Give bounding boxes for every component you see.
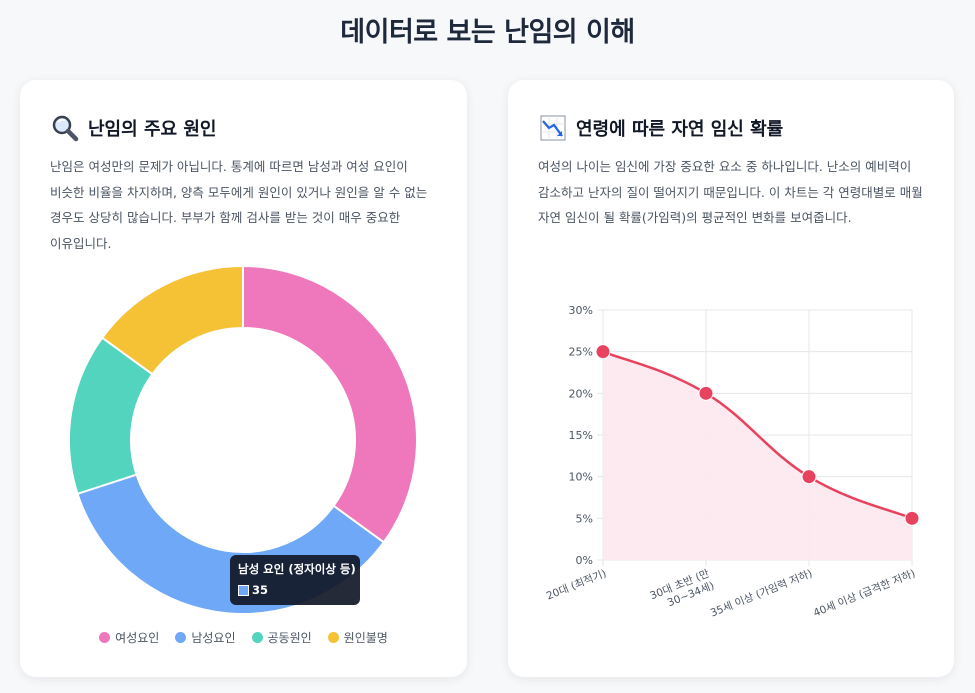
legend-label: 원인불명 bbox=[343, 631, 388, 645]
chart-decreasing-icon bbox=[540, 115, 566, 141]
legend-swatch bbox=[99, 632, 111, 643]
legend-item-4[interactable]: 원인불명 bbox=[327, 629, 388, 646]
fertility-card: 연령에 따른 자연 임신 확률 여성의 나이는 임신에 가장 중요한 요소 중 … bbox=[508, 80, 954, 677]
y-tick-label: 10% bbox=[569, 471, 593, 484]
page-title: 데이터로 보는 난임의 이해 bbox=[340, 17, 635, 48]
x-tick-label-line: 35세 이상 (가임력 저하) bbox=[708, 567, 814, 620]
causes-card-description: 난임은 여성만의 문제가 아닙니다. 통계에 따르면 남성과 여성 요인이 비슷… bbox=[50, 159, 428, 251]
donut-legend: 여성요인 남성요인 공동원인 원인불명 bbox=[20, 629, 467, 646]
legend-swatch bbox=[175, 632, 187, 643]
y-tick-label: 5% bbox=[576, 512, 593, 525]
legend-label: 공동원인 bbox=[267, 631, 312, 645]
legend-item-2[interactable]: 남성요인 bbox=[175, 629, 236, 646]
fertility-card-header: 연령에 따른 자연 임신 확률 bbox=[538, 113, 783, 143]
y-tick-label: 0% bbox=[576, 554, 593, 567]
x-tick-label-line: 40세 이상 (급격한 저하) bbox=[811, 567, 917, 620]
donut-slice-4[interactable] bbox=[100, 264, 244, 376]
data-point-3[interactable] bbox=[801, 469, 817, 485]
donut-slice-1[interactable] bbox=[242, 264, 418, 544]
magnifier-icon bbox=[52, 115, 79, 142]
x-tick-label: 35세 이상 (가임력 저하) bbox=[708, 567, 814, 620]
series-line[interactable] bbox=[602, 350, 913, 520]
fertility-card-description: 여성의 나이는 임신에 가장 중요한 요소 중 하나입니다. 난소의 예비력이 … bbox=[538, 159, 923, 225]
legend-item-3[interactable]: 공동원인 bbox=[251, 629, 312, 646]
y-tick-label: 20% bbox=[569, 387, 593, 400]
causes-card-header: 난임의 주요 원인 bbox=[50, 113, 216, 143]
y-tick-label: 30% bbox=[569, 304, 593, 317]
x-tick-label: 40세 이상 (급격한 저하) bbox=[811, 567, 917, 620]
tooltip-title: 남성 요인 (정자이상 등) bbox=[238, 562, 356, 576]
x-tick-label: 30대 초반 (만30~34세) bbox=[648, 568, 716, 615]
legend-swatch bbox=[251, 632, 263, 643]
causes-card-title: 난임의 주요 원인 bbox=[88, 119, 217, 140]
x-tick-label: 20대 (최적기) bbox=[545, 568, 608, 603]
area-fill bbox=[603, 351, 912, 560]
legend-label: 여성요인 bbox=[115, 631, 160, 645]
chart-tooltip: 남성 요인 (정자이상 등) 35 bbox=[230, 555, 360, 605]
y-tick-label: 15% bbox=[569, 429, 593, 442]
fertility-card-title: 연령에 따른 자연 임신 확률 bbox=[576, 119, 784, 140]
data-point-2[interactable] bbox=[698, 385, 714, 401]
data-point-1[interactable] bbox=[595, 344, 611, 360]
fertility-line-chart[interactable]: 0% 5% 10% 15% 20% 25% 30% 20대 (최적기) 30대 초반 (만30~… bbox=[508, 80, 954, 677]
legend-item-1[interactable]: 여성요인 bbox=[99, 629, 159, 646]
y-tick-label: 25% bbox=[569, 346, 593, 359]
data-point-4[interactable] bbox=[904, 510, 920, 526]
tooltip-color-swatch bbox=[238, 584, 249, 596]
causes-card: 난임의 주요 원인 난임은 여성만의 문제가 아닙니다. 통계에 따르면 남성과… bbox=[20, 80, 467, 677]
tooltip-value: 35 bbox=[252, 583, 269, 597]
x-tick-label-line: 20대 (최적기) bbox=[545, 568, 608, 603]
legend-label: 남성요인 bbox=[191, 631, 236, 645]
legend-swatch bbox=[327, 632, 339, 643]
